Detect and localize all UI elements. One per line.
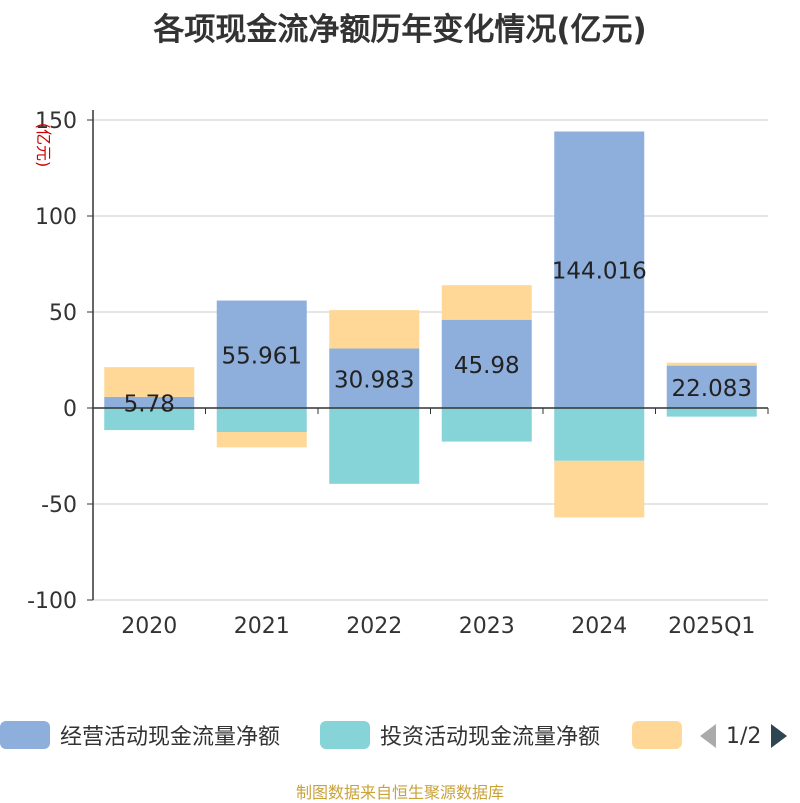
bar-operating-2024 [554, 131, 645, 409]
x-tick-label: 2025Q1 [668, 614, 755, 639]
x-tick-label: 2024 [571, 614, 627, 639]
axis-layer: 150 100 50 0 -50 -100 (亿元) 2020 2021 2022 2023 2024… [27, 109, 769, 639]
pager-next-icon[interactable] [769, 722, 789, 750]
chart-title: 各项现金流净额历年变化情况(亿元) [153, 12, 647, 48]
y-tick-label: 50 [49, 301, 77, 326]
x-tick-label: 2020 [121, 614, 177, 639]
legend-item-operating[interactable]: 经营活动现金流量净额 [0, 716, 280, 754]
legend-label-investing: 投资活动现金流量净额 [380, 725, 601, 750]
y-axis-unit: (亿元) [34, 123, 53, 168]
bar-financing-2021 [216, 432, 307, 448]
x-tick-label: 2023 [459, 614, 515, 639]
bar-investing-2023 [441, 408, 532, 442]
legend-swatch-operating [0, 721, 50, 749]
bar-financing-2024 [554, 460, 645, 518]
y-tick-label: 100 [35, 205, 77, 230]
data-label-2024: 144.016 [552, 259, 647, 285]
data-label-2023: 45.98 [454, 353, 520, 379]
label-layer: 5.78 55.961 30.983 45.98 144.016 22.083 [124, 259, 752, 418]
x-tick-label: 2022 [346, 614, 402, 639]
bar-investing-2022 [329, 408, 420, 484]
data-label-2022: 30.983 [334, 367, 414, 393]
data-label-2021: 55.961 [222, 343, 302, 369]
pager-text: 1/2 [726, 723, 762, 749]
source-note: 制图数据来自恒生聚源数据库 [295, 783, 504, 802]
data-label-2020: 5.78 [124, 391, 175, 417]
bar-investing-2021 [216, 408, 307, 432]
legend-label-operating: 经营活动现金流量净额 [60, 725, 281, 750]
grid-layer [93, 119, 768, 601]
bar-investing-2025Q1 [666, 408, 757, 417]
y-tick-label: -50 [41, 493, 77, 518]
x-tick-label: 2021 [234, 614, 290, 639]
bar-financing-2022 [329, 310, 420, 349]
bar-operating-2020 [104, 396, 195, 408]
bar-financing-2025Q1 [666, 362, 757, 366]
bar-operating-2025Q1 [666, 365, 757, 408]
y-tick-label: -100 [27, 589, 77, 614]
bar-financing-2023 [441, 285, 532, 320]
legend-swatch-financing [632, 721, 682, 749]
bar-layer [104, 131, 757, 518]
bar-operating-2023 [441, 319, 532, 408]
legend-item-investing[interactable]: 投资活动现金流量净额 [320, 716, 600, 754]
y-tick-label: 0 [63, 397, 77, 422]
pager-prev-icon[interactable] [698, 722, 718, 750]
data-label-2025Q1: 22.083 [672, 376, 752, 402]
legend-swatch-investing [320, 721, 370, 749]
legend-item-financing[interactable] [632, 716, 692, 754]
legend-pager: 1/2 [698, 718, 789, 754]
bar-operating-2021 [216, 300, 307, 408]
bar-operating-2022 [329, 348, 420, 408]
bar-financing-2020 [104, 367, 195, 397]
bar-investing-2024 [554, 408, 645, 461]
bar-investing-2020 [104, 408, 195, 431]
y-tick-label: 150 [35, 109, 77, 134]
